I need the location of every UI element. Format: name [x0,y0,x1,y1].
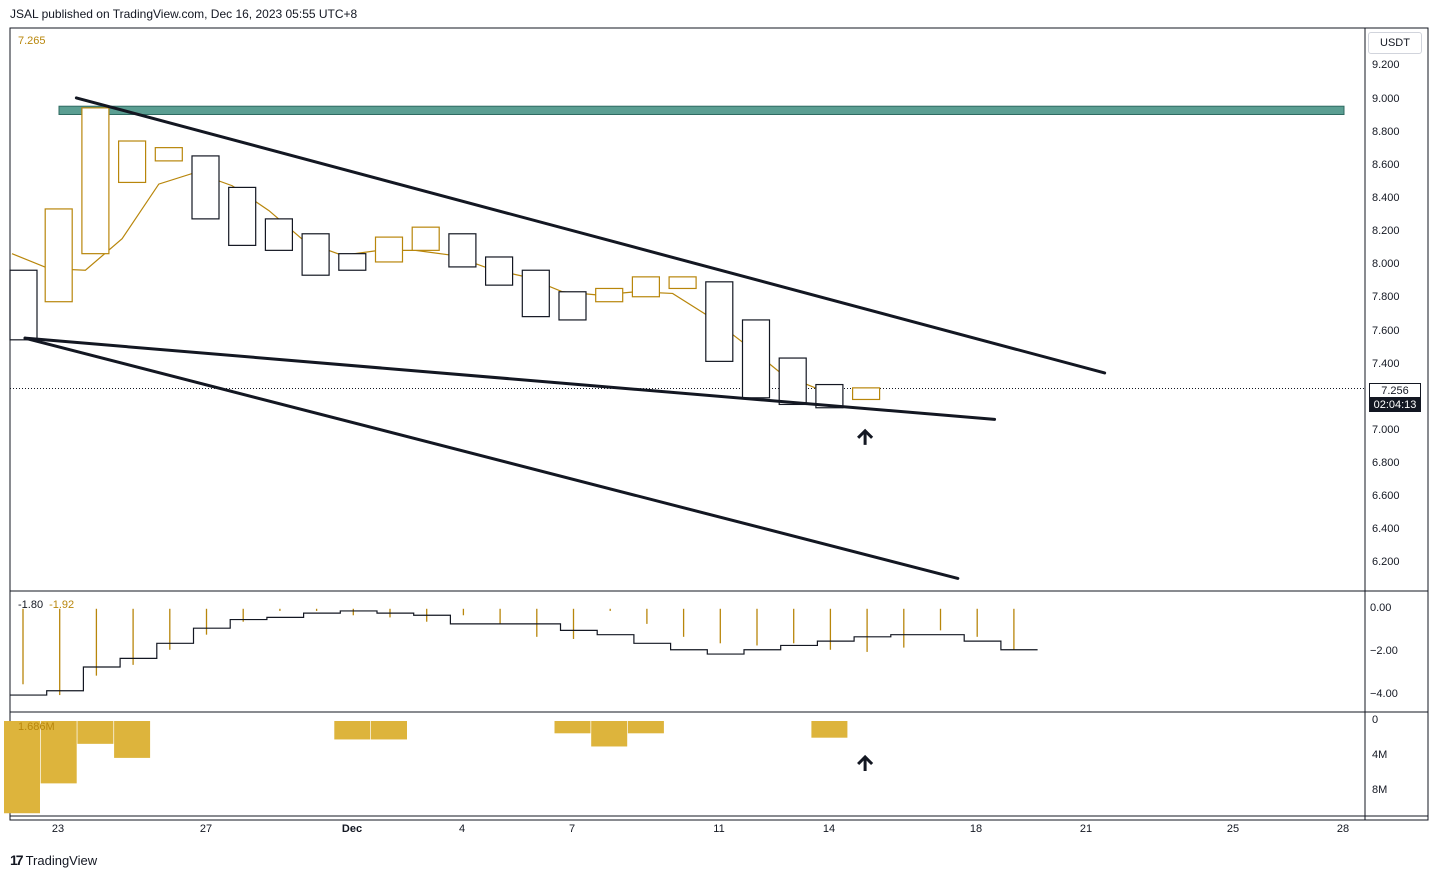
arrow-up-icon [857,428,874,445]
price-tick-label: 6.800 [1372,457,1400,470]
volume-bar [77,721,114,744]
price-tick-label: 7.400 [1372,357,1400,370]
candle [668,276,697,290]
volume-bar [554,721,591,734]
trendline [23,336,960,580]
time-tick-label: 28 [1336,823,1350,835]
tradingview-logo-icon: 17 [10,852,24,868]
price-tick-label: 9.000 [1372,92,1400,105]
time-tick-label: 11 [713,823,725,835]
candle [81,107,110,255]
candle [191,155,220,220]
candle [631,276,661,298]
volume-bar [114,721,151,758]
volume-bar [591,721,628,747]
arrow-up-icon-head [857,754,874,766]
publish-info: JSAL published on TradingView.com, Dec 1… [10,7,358,21]
candle [485,256,514,286]
price-tick-label: 9.200 [1372,59,1400,72]
oscillator-value-1: -1.80 [18,599,44,611]
candle [778,357,807,406]
candle [264,218,293,251]
volume-bar [4,721,40,814]
arrow-up-icon [857,754,874,771]
volume-bar [40,721,77,784]
volume-tick-label: 4M [1372,749,1388,762]
oscillator-tick-label: −4.00 [1370,688,1398,701]
candle [301,233,330,276]
brand-name: TradingView [25,852,98,868]
candle [595,287,624,303]
candle [154,147,183,162]
candle [9,269,38,341]
moving-average-line [11,171,820,391]
candle [741,319,771,399]
chart-frame [9,27,1429,821]
time-tick-label: 25 [1226,823,1240,835]
resistance-zone [58,105,1345,115]
price-tick-label: 7.000 [1372,423,1400,436]
oscillator-signal-line [10,610,1038,696]
time-tick-label: 23 [51,823,65,835]
countdown-label: 02:04:13 [1369,398,1421,412]
price-tick-label: 6.600 [1372,490,1400,503]
candle [448,233,477,268]
candle [44,208,73,303]
price-tick-label: 8.800 [1372,125,1400,138]
price-tick-label: 8.000 [1372,258,1400,271]
price-tick-label: 8.600 [1372,158,1400,171]
oscillator-values: -1.80 -1.92 [18,599,74,611]
volume-bar [371,721,407,740]
time-tick-label: 27 [199,823,213,835]
candle [705,281,734,362]
price-tick-label: 7.800 [1372,291,1400,304]
candle [228,186,257,246]
candle [851,387,881,401]
price-tick-label: 6.200 [1372,556,1400,569]
price-tick-label: 6.400 [1372,523,1400,536]
candle [411,226,440,251]
time-tick-label: 4 [458,823,466,835]
trendline [23,336,997,421]
time-tick-label: 14 [822,823,836,835]
candle [374,236,404,263]
oscillator-tick-label: 0.00 [1370,601,1392,614]
candle [521,269,550,318]
volume-bar [627,721,664,734]
current-price-label: 7.256 [1369,383,1421,398]
time-tick-label: 18 [969,823,983,835]
price-tick-label: 7.600 [1372,324,1400,337]
volume-tick-label: 8M [1372,784,1388,797]
time-tick-label: 21 [1079,823,1093,835]
currency-button[interactable]: USDT [1368,32,1422,54]
volume-bar [334,721,371,740]
candle [117,140,147,184]
trendline [74,96,1107,375]
volume-value: 1.686M [18,721,55,733]
oscillator-tick-label: −2.00 [1370,644,1398,657]
candle [338,253,367,271]
time-tick-label: Dec [341,823,363,835]
price-tick-label: 8.200 [1372,225,1400,238]
candle [558,291,587,321]
candle [815,383,844,409]
tradingview-logo[interactable]: 17 TradingView [10,852,97,868]
arrow-up-icon-head [857,428,874,439]
last-value: 7.265 [18,35,46,47]
volume-bar [811,721,848,738]
time-tick-label: 7 [568,823,576,835]
volume-tick-label: 0 [1372,714,1379,726]
oscillator-value-2: -1.92 [49,599,75,611]
price-tick-label: 8.400 [1372,191,1400,204]
